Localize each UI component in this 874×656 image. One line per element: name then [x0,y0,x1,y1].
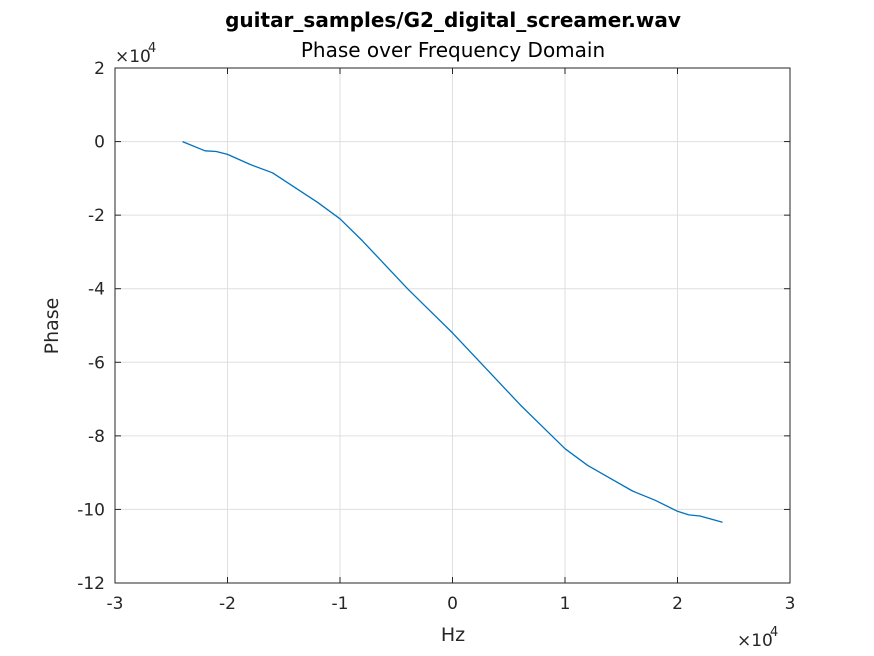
x-tick-label: 3 [785,594,796,614]
x-axis-label: Hz [441,624,465,646]
y-tick-label: -2 [88,206,105,226]
y-tick-labels: -12 -10 -8 -6 -4 -2 0 2 [77,59,105,594]
y-tick-label: -6 [88,353,105,373]
x-tick-label: -3 [107,594,124,614]
x-tick-label: 0 [447,594,458,614]
y-axis-label: Phase [41,298,63,355]
axis-ticks [114,67,791,584]
y-tick-label: -4 [88,280,105,300]
series-line-layer [182,140,723,523]
x-axis-multiplier: ×10 4 [737,625,778,651]
y-tick-label: -12 [77,574,105,594]
y-tick-label: -10 [77,500,105,520]
phase-series-line [182,140,723,523]
x-multiplier-exponent: 4 [770,625,778,640]
y-tick-label: 0 [94,133,105,153]
x-tick-label: -1 [332,594,349,614]
grid-lines [115,68,790,583]
y-multiplier-exponent: 4 [148,41,156,56]
chart-title: guitar_samples/G2_digital_screamer.wav [225,8,681,32]
y-axis-multiplier: ×10 4 [115,41,156,67]
chart-subtitle: Phase over Frequency Domain [301,38,605,62]
x-tick-label: 1 [560,594,571,614]
x-tick-label: 2 [672,594,683,614]
y-tick-label: 2 [94,59,105,79]
x-tick-label: -2 [219,594,236,614]
y-tick-label: -8 [88,427,105,447]
x-tick-labels: -3 -2 -1 0 1 2 3 [107,594,796,614]
x-multiplier-base: ×10 [737,631,773,651]
y-multiplier-base: ×10 [115,47,151,67]
